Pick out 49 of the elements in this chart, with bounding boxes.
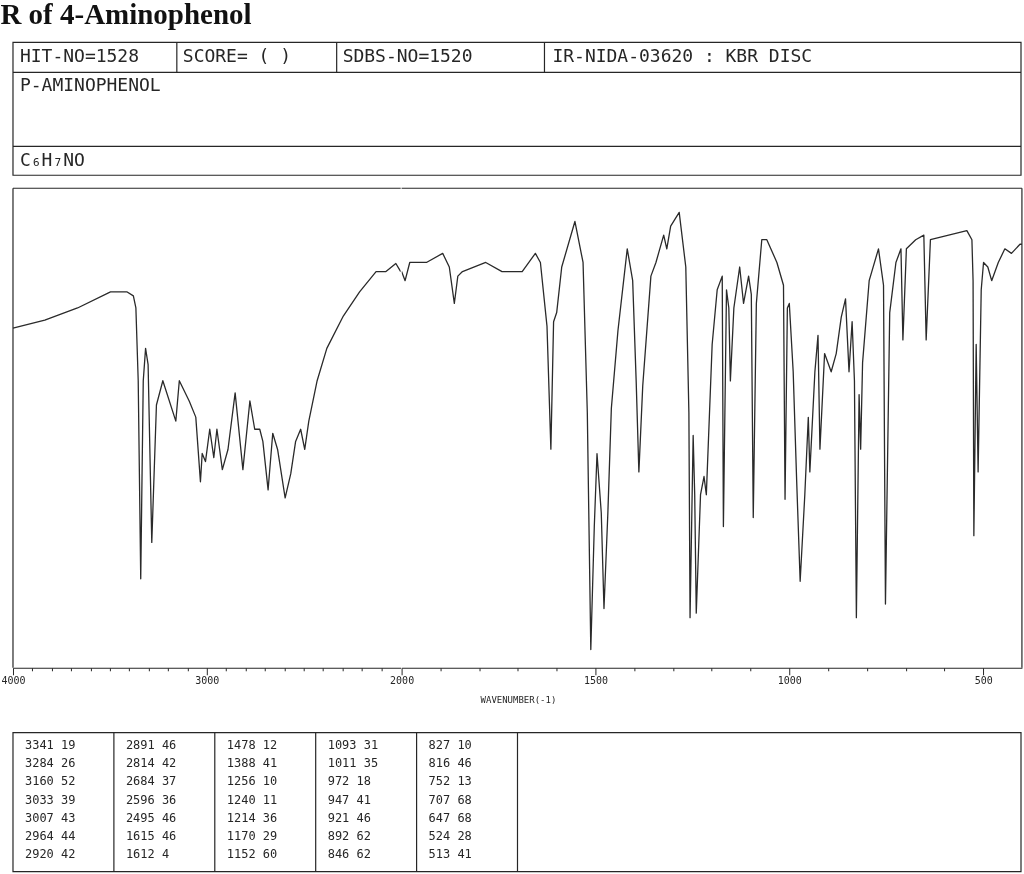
text: 1170 29: [226, 829, 278, 844]
text: 1011 35: [327, 755, 379, 770]
text: 1478 12: [226, 737, 278, 752]
text: P-AMINOPHENOL: [19, 74, 161, 96]
text: 1152 60: [226, 847, 278, 862]
text: 3007 43: [24, 810, 76, 825]
text: 892 62: [327, 829, 371, 844]
text: 2891 46: [125, 737, 177, 752]
text: 3033 39: [24, 792, 76, 807]
text: C₆H₇NO: [19, 149, 85, 171]
text: 1214 36: [226, 810, 278, 825]
text: 2495 46: [125, 810, 177, 825]
text: 947 41: [327, 792, 371, 807]
text: 2684 37: [125, 774, 177, 789]
text: 1093 31: [327, 737, 379, 752]
text: 647 68: [428, 810, 472, 825]
text: 846 62: [327, 847, 371, 862]
text: 816 46: [428, 755, 472, 770]
x-axis-title: WAVENUMBER(-1): [480, 695, 557, 706]
chart-title: R of 4-Aminophenol: [0, 0, 252, 30]
text: 2964 44: [24, 829, 76, 844]
text: 2920 42: [24, 847, 76, 862]
x-tick-label: 3000: [195, 675, 220, 687]
x-tick-label: 1000: [777, 675, 802, 687]
text: 972 18: [327, 774, 371, 789]
text: 3341 19: [24, 737, 76, 752]
text: 707 68: [428, 792, 472, 807]
x-tick-label: 1500: [583, 675, 608, 687]
x-tick-label: 4000: [1, 675, 26, 687]
text: SDBS-NO=1520: [342, 45, 473, 67]
text: 2596 36: [125, 792, 177, 807]
text: 3284 26: [24, 755, 76, 770]
text: 1612 4: [125, 847, 170, 862]
text: 513 41: [428, 847, 472, 862]
text: 1615 46: [125, 829, 177, 844]
text: 827 10: [428, 737, 472, 752]
text: SCORE= ( ): [182, 45, 292, 67]
text: IR-NIDA-03620 : KBR DISC: [552, 45, 813, 67]
x-tick-label: 2000: [390, 675, 415, 687]
x-tick-label: 500: [974, 675, 993, 687]
text: 524 28: [428, 829, 472, 844]
text: 3160 52: [24, 774, 76, 789]
text: 921 46: [327, 810, 371, 825]
text: 1388 41: [226, 755, 278, 770]
text: 2814 42: [125, 755, 177, 770]
text: HIT-NO=1528: [19, 45, 139, 67]
text: 752 13: [428, 774, 472, 789]
text: 1240 11: [226, 792, 278, 807]
text: 1256 10: [226, 774, 278, 789]
